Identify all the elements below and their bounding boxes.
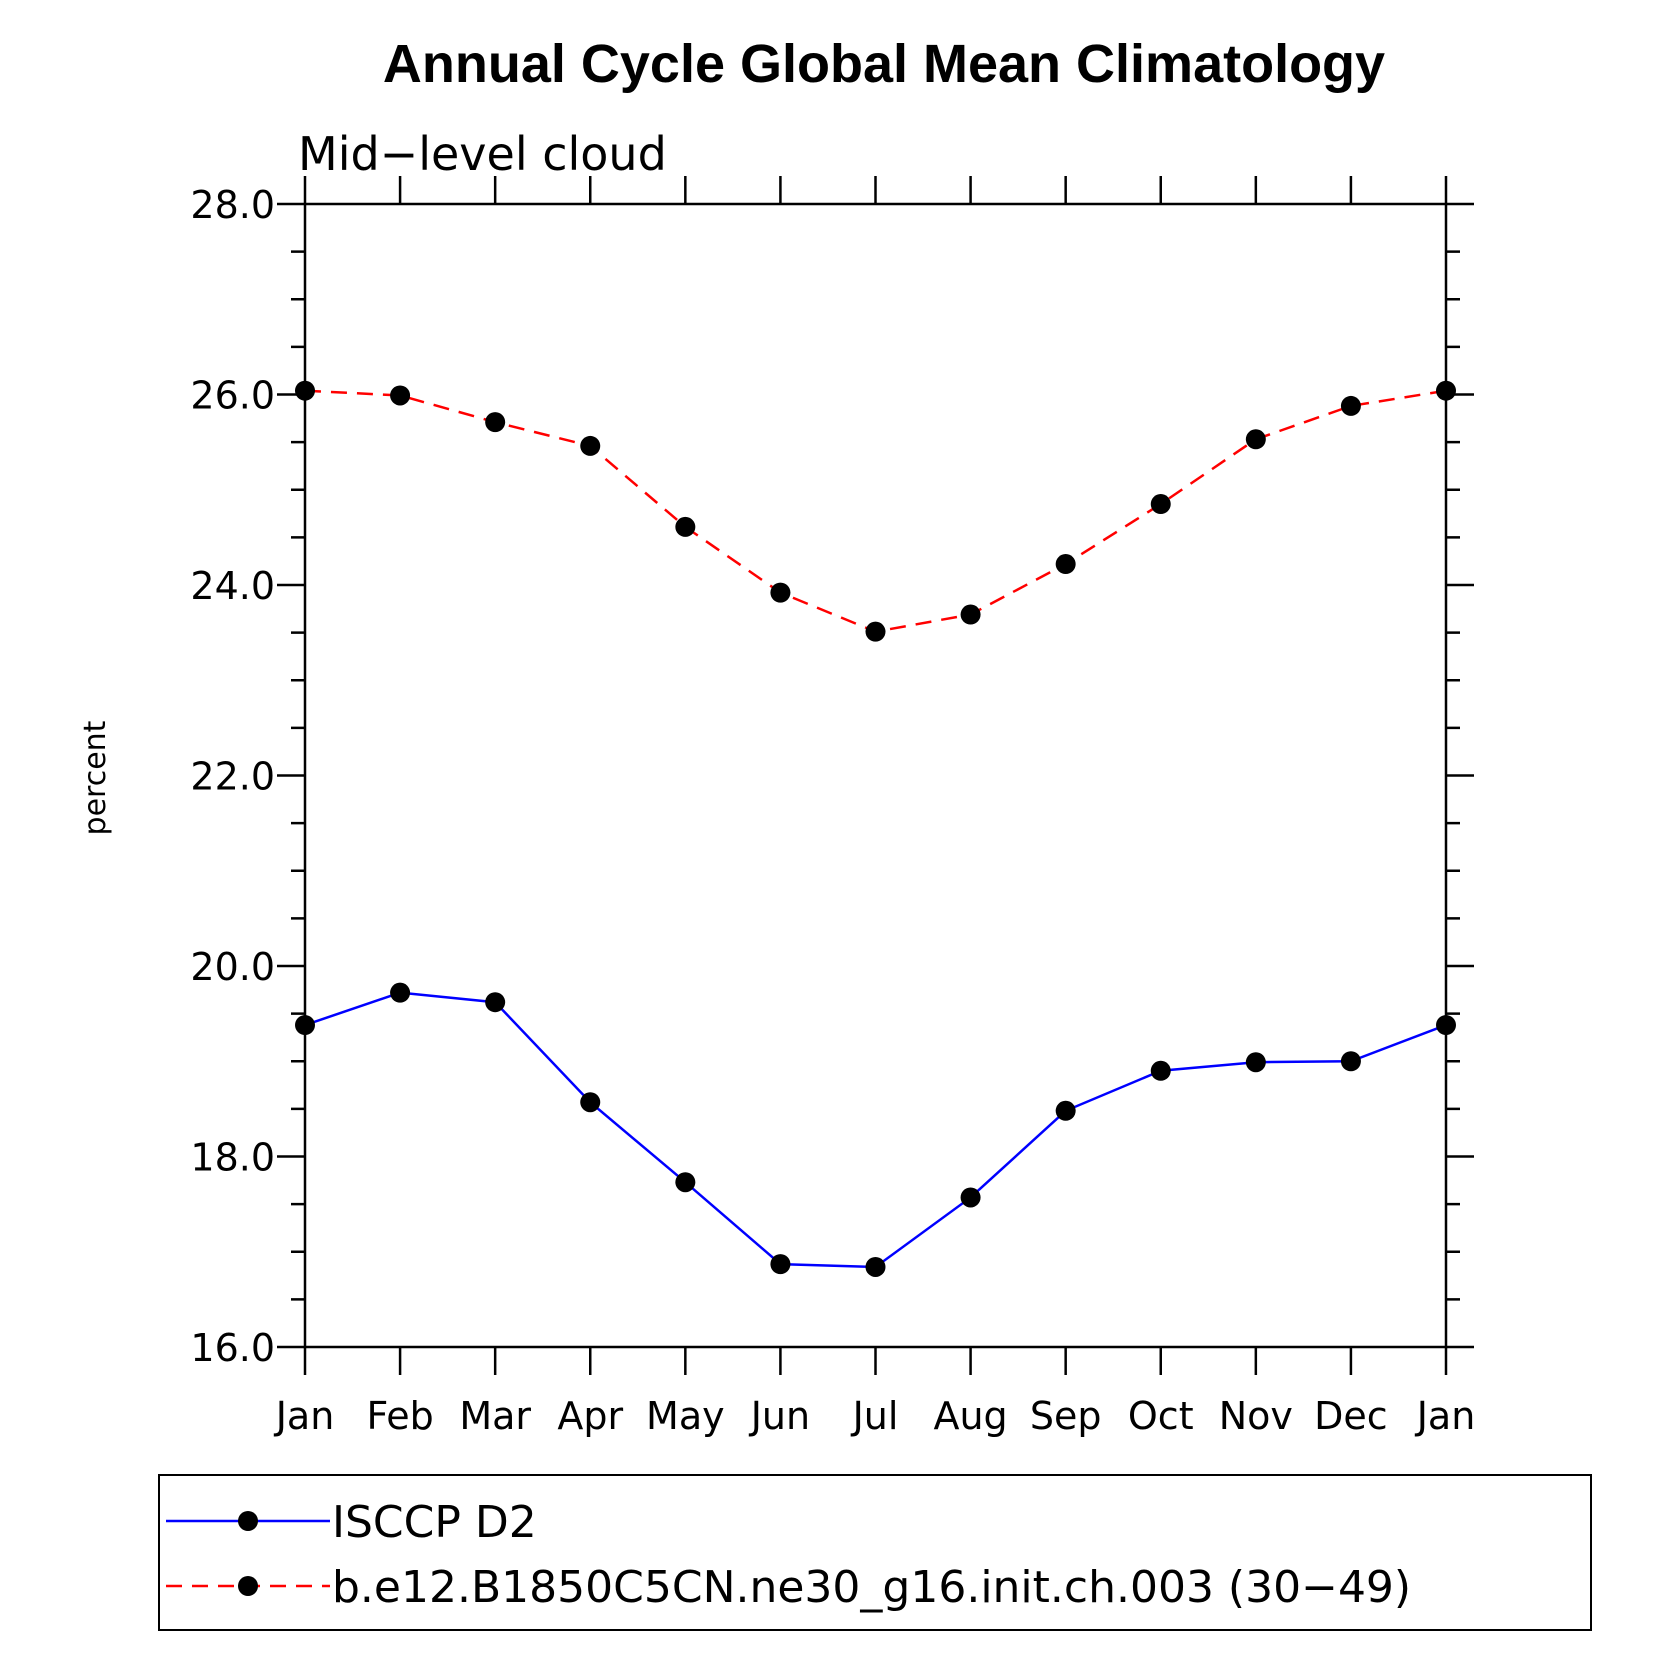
legend-box [158, 1474, 1592, 1631]
plot-area: Jan Feb Mar Apr May Jun Jul Aug Sep Oct Nov Dec Jan 1… [190, 176, 1475, 1438]
legend-marker [238, 1576, 258, 1596]
y-tick-label: 28.0 [190, 183, 275, 227]
data-point [1340, 1051, 1361, 1072]
data-point [770, 582, 791, 603]
x-tick-label: Apr [557, 1394, 623, 1438]
x-tick-label: May [646, 1394, 725, 1438]
data-point [580, 435, 601, 456]
x-tick-label: Nov [1219, 1394, 1293, 1438]
x-tick-label: Jan [1415, 1394, 1476, 1438]
y-tick-label: 26.0 [190, 374, 275, 418]
data-point [1436, 380, 1456, 401]
data-point [1150, 1060, 1171, 1081]
data-point [295, 1015, 315, 1036]
data-point [1245, 429, 1266, 450]
y-tick-label: 22.0 [190, 755, 275, 799]
y-axis-title: percent [78, 720, 113, 835]
data-point [390, 982, 411, 1003]
data-point [1436, 1015, 1456, 1036]
data-point [1245, 1052, 1266, 1073]
data-point [960, 604, 981, 625]
x-tick-label: Oct [1128, 1394, 1194, 1438]
data-point [1150, 494, 1171, 515]
data-point [770, 1254, 791, 1275]
data-point [295, 380, 315, 401]
legend-label-0: ISCCP D2 [332, 1497, 537, 1548]
x-tick-label: Jun [749, 1394, 810, 1438]
data-point [960, 1187, 981, 1208]
legend-label-1: b.e12.B1850C5CN.ne30_g16.init.ch.003 (30… [332, 1562, 1411, 1613]
data-point [865, 1256, 886, 1277]
legend-marker [238, 1511, 258, 1531]
data-point [485, 992, 506, 1013]
y-tick-label: 18.0 [190, 1136, 275, 1180]
x-tick-label: Jan [274, 1394, 335, 1438]
x-tick-label: Sep [1030, 1394, 1102, 1438]
data-point [1055, 1100, 1076, 1121]
chart-title: Annual Cycle Global Mean Climatology [383, 34, 1385, 94]
x-tick-label: Jul [851, 1394, 899, 1438]
series-line-0 [304, 991, 1447, 1269]
y-tick-label: 16.0 [190, 1326, 275, 1370]
data-point [1340, 395, 1361, 416]
data-point [485, 412, 506, 433]
series-layer [295, 380, 1456, 1277]
chart-subtitle: Mid−level cloud [298, 127, 667, 181]
data-point [675, 1172, 696, 1193]
legend: ISCCP D2 b.e12.B1850C5CN.ne30_g16.init.ch… [158, 1474, 1592, 1631]
plot-frame [303, 202, 1448, 1349]
series-line-1 [304, 389, 1447, 633]
x-tick-label: Feb [366, 1394, 433, 1438]
data-point [580, 1092, 601, 1113]
data-point [1055, 554, 1076, 575]
y-tick-label: 24.0 [190, 564, 275, 608]
data-point [675, 516, 696, 537]
x-tick-label: Aug [933, 1394, 1007, 1438]
data-point [865, 621, 886, 642]
data-point [390, 385, 411, 406]
x-tick-label: Mar [459, 1394, 531, 1438]
x-tick-label: Dec [1314, 1394, 1388, 1438]
y-tick-label: 20.0 [190, 945, 275, 989]
